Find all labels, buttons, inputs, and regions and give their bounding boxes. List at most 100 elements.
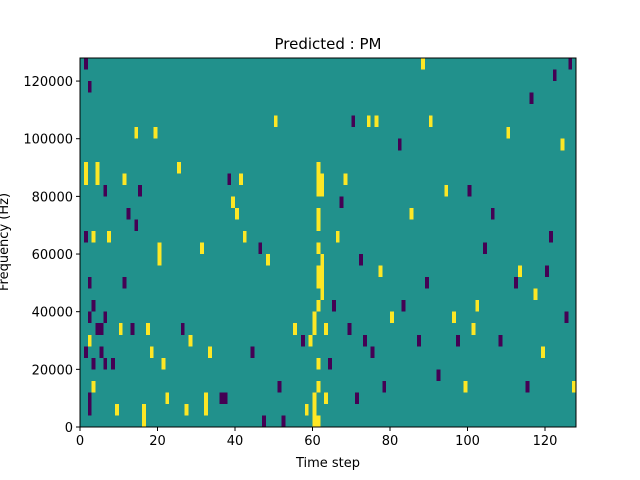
cell [157, 242, 162, 255]
cell [223, 392, 228, 404]
cell [316, 207, 321, 220]
cell [138, 184, 142, 197]
cell [529, 92, 534, 105]
cell [316, 184, 321, 197]
cell [277, 380, 282, 393]
cell [316, 380, 321, 393]
cell [122, 277, 127, 289]
plot-frame [79, 57, 577, 428]
cell [347, 323, 352, 335]
x-tick-label: 0 [76, 434, 84, 449]
cell [258, 242, 263, 255]
cell [498, 334, 503, 347]
cell [312, 415, 317, 427]
cell [362, 334, 367, 347]
cell [339, 196, 344, 208]
cell [83, 58, 88, 70]
cell [316, 242, 321, 255]
cell [161, 357, 166, 370]
cell [180, 323, 185, 335]
cell [207, 346, 212, 358]
cell [235, 207, 239, 220]
cell [83, 173, 88, 185]
cell [455, 334, 460, 347]
x-tick-label: 60 [304, 434, 321, 449]
cell [83, 346, 88, 358]
cell [401, 300, 406, 312]
cell [316, 415, 321, 427]
cell [87, 311, 92, 324]
cell [320, 254, 325, 266]
cell [312, 311, 317, 324]
x-tick-label: 20 [149, 434, 166, 449]
cell [219, 392, 224, 404]
cell [312, 403, 317, 416]
cell [103, 357, 108, 370]
cell [87, 334, 92, 347]
y-axis-label: Frequency (Hz) [0, 193, 12, 291]
cell [324, 392, 328, 404]
cell [91, 380, 96, 393]
cell [351, 115, 356, 128]
cell [390, 311, 394, 324]
cell [359, 254, 363, 266]
cell [122, 173, 127, 185]
cell [382, 380, 387, 393]
cell [417, 334, 421, 347]
cell [157, 254, 162, 266]
cell [165, 392, 170, 404]
cell [316, 300, 321, 312]
cell [95, 161, 100, 174]
cell [463, 380, 468, 393]
cell [545, 265, 549, 278]
cell [83, 230, 88, 243]
heatmap-background [80, 58, 576, 427]
cell [409, 207, 414, 220]
cell [328, 357, 332, 370]
cell [320, 184, 325, 197]
cell [153, 127, 158, 139]
cell [312, 323, 317, 335]
cell [87, 81, 92, 93]
cell [452, 311, 456, 324]
cell [304, 403, 309, 416]
cell [273, 115, 278, 128]
cell [483, 242, 487, 255]
cell [316, 161, 321, 174]
x-axis-label: Time step [295, 456, 360, 471]
cell [533, 288, 538, 301]
cell [541, 346, 545, 358]
cell [111, 357, 115, 370]
cell [467, 184, 472, 197]
cell [266, 254, 270, 266]
cell [200, 242, 204, 255]
cell [126, 207, 131, 220]
x-tick-label: 40 [227, 434, 244, 449]
cell [99, 346, 104, 358]
cell [142, 403, 146, 416]
cell [87, 403, 92, 416]
cell [99, 323, 104, 335]
cell [320, 277, 325, 289]
cell [331, 300, 336, 312]
cell [506, 127, 511, 139]
cell [374, 115, 379, 128]
cell [250, 346, 255, 358]
cell [134, 219, 139, 231]
x-tick-label: 120 [533, 434, 558, 449]
cell [238, 173, 243, 185]
y-tick-label: 40000 [32, 306, 73, 321]
cell [572, 380, 576, 393]
cell [176, 161, 181, 174]
cell [227, 173, 232, 185]
y-tick-label: 120000 [23, 75, 73, 90]
x-tick-label: 100 [455, 434, 480, 449]
cell [83, 161, 88, 174]
cell [525, 380, 530, 393]
cell [87, 277, 92, 289]
cell [114, 403, 119, 416]
cell [103, 311, 108, 324]
cell [517, 265, 522, 278]
